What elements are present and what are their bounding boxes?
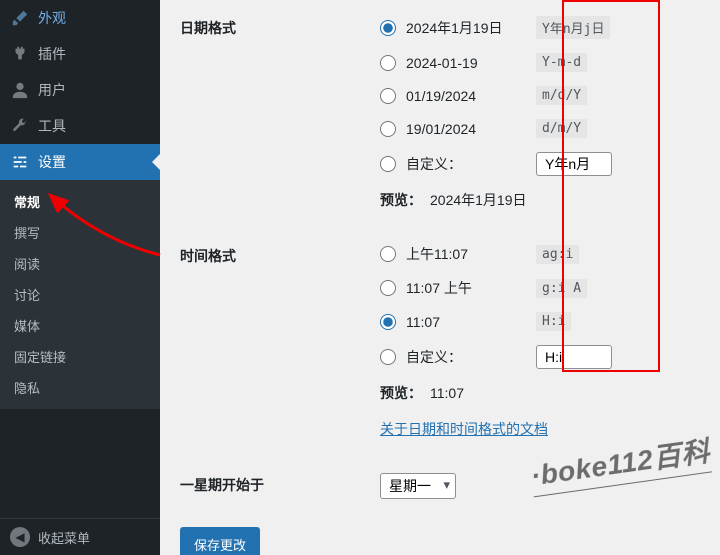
week-start-row: 一星期开始于 星期一	[180, 467, 700, 499]
menu-label: 插件	[38, 44, 66, 64]
save-button[interactable]: 保存更改	[180, 527, 260, 555]
menu-settings[interactable]: 设置	[0, 144, 160, 180]
date-code-1: Y年n月j日	[536, 16, 610, 39]
date-option-3[interactable]: 01/19/2024 m/d/Y	[380, 86, 700, 105]
date-code-4: d/m/Y	[536, 119, 587, 138]
date-option-custom[interactable]: 自定义：	[380, 152, 700, 176]
week-start-label: 一星期开始于	[180, 473, 380, 499]
collapse-icon: ◀	[10, 527, 30, 547]
time-preview: 预览： 11:07	[380, 383, 700, 403]
submenu-media[interactable]: 媒体	[0, 310, 160, 341]
date-radio-2[interactable]	[380, 55, 396, 71]
menu-tools[interactable]: 工具	[0, 108, 160, 144]
date-custom-label: 自定义：	[406, 154, 536, 174]
submenu-general[interactable]: 常规	[0, 186, 160, 217]
date-radio-3[interactable]	[380, 88, 396, 104]
main-content: 日期格式 2024年1月19日 Y年n月j日 2024-01-19 Y-m-d …	[160, 0, 720, 555]
date-preview-label: 预览：	[380, 192, 422, 208]
date-code-3: m/d/Y	[536, 86, 587, 105]
menu-users[interactable]: 用户	[0, 72, 160, 108]
date-text-4: 19/01/2024	[406, 121, 536, 137]
date-text-3: 01/19/2024	[406, 88, 536, 104]
user-icon	[10, 80, 30, 100]
submenu-privacy[interactable]: 隐私	[0, 372, 160, 403]
sliders-icon	[10, 152, 30, 172]
time-option-1[interactable]: 上午11:07 ag:i	[380, 244, 700, 264]
time-format-label: 时间格式	[180, 244, 380, 439]
menu-label: 设置	[38, 152, 66, 172]
time-radio-custom[interactable]	[380, 349, 396, 365]
date-radio-4[interactable]	[380, 121, 396, 137]
menu-label: 外观	[38, 8, 66, 28]
date-option-1[interactable]: 2024年1月19日 Y年n月j日	[380, 16, 700, 39]
wrench-icon	[10, 116, 30, 136]
week-start-select[interactable]: 星期一	[380, 473, 456, 499]
brush-icon	[10, 8, 30, 28]
time-radio-1[interactable]	[380, 246, 396, 262]
time-custom-label: 自定义：	[406, 347, 536, 367]
date-radio-1[interactable]	[380, 20, 396, 36]
date-preview: 预览： 2024年1月19日	[380, 190, 700, 210]
format-doc-link[interactable]: 关于日期和时间格式的文档	[380, 419, 548, 439]
collapse-label: 收起菜单	[38, 528, 90, 547]
date-code-2: Y-m-d	[536, 53, 587, 72]
date-preview-value: 2024年1月19日	[430, 192, 527, 208]
time-code-1: ag:i	[536, 245, 579, 264]
plug-icon	[10, 44, 30, 64]
menu-plugins[interactable]: 插件	[0, 36, 160, 72]
date-option-4[interactable]: 19/01/2024 d/m/Y	[380, 119, 700, 138]
time-code-3: H:i	[536, 312, 571, 331]
time-radio-3[interactable]	[380, 314, 396, 330]
date-text-1: 2024年1月19日	[406, 18, 536, 38]
admin-sidebar: 外观 插件 用户 工具 设置 常规 撰写 阅读 讨论 媒体 固定链接 隐私 ◀	[0, 0, 160, 555]
submenu-reading[interactable]: 阅读	[0, 248, 160, 279]
time-format-row: 时间格式 上午11:07 ag:i 11:07 上午 g:i A 11:07 H…	[180, 238, 700, 439]
time-preview-label: 预览：	[380, 385, 422, 401]
date-option-2[interactable]: 2024-01-19 Y-m-d	[380, 53, 700, 72]
submenu-discussion[interactable]: 讨论	[0, 279, 160, 310]
time-option-2[interactable]: 11:07 上午 g:i A	[380, 278, 700, 298]
date-radio-custom[interactable]	[380, 156, 396, 172]
time-preview-value: 11:07	[430, 385, 464, 401]
time-text-2: 11:07 上午	[406, 278, 536, 298]
submenu-permalinks[interactable]: 固定链接	[0, 341, 160, 372]
time-text-3: 11:07	[406, 314, 536, 330]
submenu-writing[interactable]: 撰写	[0, 217, 160, 248]
menu-label: 用户	[38, 80, 66, 100]
time-custom-input[interactable]	[536, 345, 612, 369]
menu-appearance[interactable]: 外观	[0, 0, 160, 36]
time-option-custom[interactable]: 自定义：	[380, 345, 700, 369]
time-text-1: 上午11:07	[406, 244, 536, 264]
settings-submenu: 常规 撰写 阅读 讨论 媒体 固定链接 隐私	[0, 180, 160, 409]
collapse-menu[interactable]: ◀ 收起菜单	[0, 518, 160, 555]
date-custom-input[interactable]	[536, 152, 612, 176]
date-text-2: 2024-01-19	[406, 55, 536, 71]
menu-label: 工具	[38, 116, 66, 136]
time-option-3[interactable]: 11:07 H:i	[380, 312, 700, 331]
time-code-2: g:i A	[536, 279, 587, 298]
date-format-label: 日期格式	[180, 16, 380, 210]
time-radio-2[interactable]	[380, 280, 396, 296]
date-format-row: 日期格式 2024年1月19日 Y年n月j日 2024-01-19 Y-m-d …	[180, 10, 700, 210]
